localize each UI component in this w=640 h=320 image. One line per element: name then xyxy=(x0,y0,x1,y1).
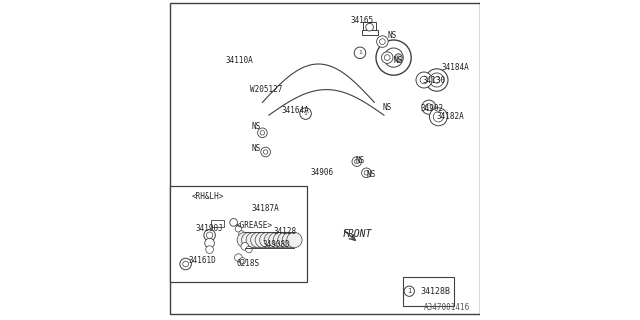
Text: 34190J: 34190J xyxy=(195,224,223,233)
Text: NS: NS xyxy=(355,156,364,164)
Circle shape xyxy=(380,39,385,44)
Text: <GREASE>: <GREASE> xyxy=(236,221,272,230)
Circle shape xyxy=(404,286,415,296)
Circle shape xyxy=(430,73,444,87)
Circle shape xyxy=(381,52,393,63)
Circle shape xyxy=(246,232,262,248)
Circle shape xyxy=(251,232,266,248)
Text: NS: NS xyxy=(387,31,396,40)
Circle shape xyxy=(269,232,284,248)
Text: 34182A: 34182A xyxy=(437,112,465,121)
Circle shape xyxy=(206,232,212,238)
Circle shape xyxy=(426,69,448,91)
Text: 34128B: 34128B xyxy=(421,287,451,296)
Circle shape xyxy=(300,108,312,119)
Circle shape xyxy=(264,232,280,248)
Circle shape xyxy=(376,40,412,75)
Circle shape xyxy=(384,48,403,67)
Text: 34906: 34906 xyxy=(310,168,333,177)
Circle shape xyxy=(362,168,371,178)
Circle shape xyxy=(180,258,191,270)
Circle shape xyxy=(205,238,214,248)
Circle shape xyxy=(426,104,433,111)
Circle shape xyxy=(355,159,359,164)
Polygon shape xyxy=(230,70,406,154)
Text: 34184A: 34184A xyxy=(442,63,469,72)
Circle shape xyxy=(230,219,237,226)
Bar xyxy=(403,277,454,306)
Text: <RH&LH>: <RH&LH> xyxy=(192,192,225,201)
Text: 34130: 34130 xyxy=(422,76,445,84)
Circle shape xyxy=(239,231,244,236)
Text: 1: 1 xyxy=(303,111,308,116)
Circle shape xyxy=(416,72,432,88)
Circle shape xyxy=(422,100,436,114)
Circle shape xyxy=(287,232,302,248)
Text: 34165: 34165 xyxy=(351,16,374,25)
Circle shape xyxy=(366,23,374,31)
Circle shape xyxy=(433,112,444,122)
Text: NS: NS xyxy=(366,170,376,179)
Text: 34187A: 34187A xyxy=(251,204,279,212)
Circle shape xyxy=(241,243,249,250)
Text: 34110A: 34110A xyxy=(226,56,253,65)
Text: 1: 1 xyxy=(407,288,412,294)
Text: NS: NS xyxy=(251,122,260,131)
Circle shape xyxy=(206,246,214,253)
Text: FRONT: FRONT xyxy=(342,228,372,239)
Bar xyxy=(364,22,376,32)
Text: NS: NS xyxy=(383,103,392,112)
Circle shape xyxy=(183,261,188,267)
Text: 34161D: 34161D xyxy=(189,256,216,265)
Circle shape xyxy=(394,54,402,61)
Circle shape xyxy=(242,232,257,248)
Circle shape xyxy=(376,36,388,47)
Circle shape xyxy=(246,246,252,253)
Circle shape xyxy=(260,131,265,135)
Circle shape xyxy=(273,232,289,248)
Circle shape xyxy=(255,232,271,248)
Circle shape xyxy=(352,157,362,166)
Circle shape xyxy=(384,55,390,60)
Text: NS: NS xyxy=(251,144,260,153)
Circle shape xyxy=(278,232,293,248)
Circle shape xyxy=(204,229,215,241)
Text: 34164A: 34164A xyxy=(282,106,309,115)
Circle shape xyxy=(257,128,268,138)
Text: 0218S: 0218S xyxy=(237,260,260,268)
Circle shape xyxy=(434,77,440,83)
Circle shape xyxy=(364,171,369,175)
Text: NS: NS xyxy=(394,56,403,65)
Circle shape xyxy=(282,232,298,248)
Circle shape xyxy=(264,150,268,154)
Bar xyxy=(211,220,224,227)
Circle shape xyxy=(420,76,428,84)
Circle shape xyxy=(236,226,242,232)
Circle shape xyxy=(355,47,366,59)
Text: A347001416: A347001416 xyxy=(424,303,470,312)
Text: 34902: 34902 xyxy=(421,104,444,113)
Bar xyxy=(170,186,307,282)
Circle shape xyxy=(235,254,243,261)
Text: 34908D: 34908D xyxy=(262,240,290,249)
Text: W205127: W205127 xyxy=(250,85,282,94)
Circle shape xyxy=(260,232,275,248)
Bar xyxy=(362,30,378,35)
Circle shape xyxy=(429,108,447,126)
Circle shape xyxy=(239,258,246,264)
Circle shape xyxy=(261,147,271,157)
Circle shape xyxy=(237,232,253,248)
Text: 1: 1 xyxy=(358,50,362,55)
Text: 34128: 34128 xyxy=(274,228,297,236)
